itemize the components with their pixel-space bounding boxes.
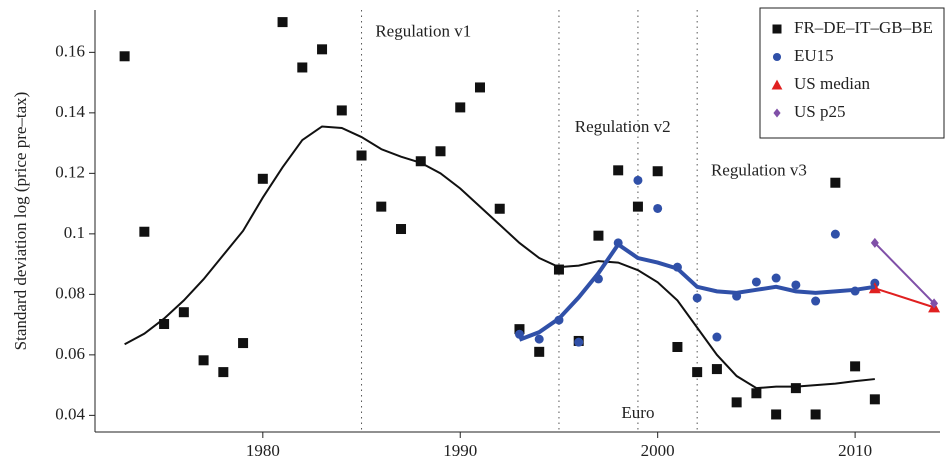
x-tick-label: 2010 <box>838 441 872 460</box>
point <box>790 383 801 394</box>
point <box>336 105 347 116</box>
point <box>574 337 584 347</box>
legend-label: EU15 <box>794 46 834 65</box>
annotation: Regulation v3 <box>711 161 807 180</box>
point <box>692 367 703 378</box>
x-tick-label: 1990 <box>443 441 477 460</box>
point <box>376 201 387 212</box>
point <box>238 338 249 349</box>
point <box>257 173 268 184</box>
point <box>198 355 209 366</box>
point <box>277 17 288 28</box>
line <box>124 125 875 390</box>
point <box>297 62 308 73</box>
point <box>830 177 841 188</box>
point <box>593 230 604 241</box>
point <box>494 203 505 214</box>
point <box>178 307 189 318</box>
point <box>514 329 524 339</box>
legend-label: US p25 <box>794 102 845 121</box>
point <box>711 364 722 375</box>
point <box>455 102 466 113</box>
y-tick-label: 0.04 <box>55 404 85 423</box>
point <box>317 44 328 55</box>
point <box>218 367 229 378</box>
annotation: Euro <box>621 403 654 422</box>
point <box>653 203 663 213</box>
point <box>514 324 525 335</box>
point <box>159 319 170 330</box>
point <box>534 334 544 344</box>
point <box>870 237 879 248</box>
point <box>930 298 939 309</box>
point <box>791 280 801 290</box>
line <box>518 241 876 342</box>
point <box>771 409 782 420</box>
point <box>811 296 821 306</box>
line <box>874 242 935 305</box>
point <box>830 229 840 239</box>
point <box>712 332 722 342</box>
point <box>731 397 742 408</box>
x-tick-label: 2000 <box>641 441 675 460</box>
legend-label: US median <box>794 74 871 93</box>
point <box>751 388 762 399</box>
legend-marker <box>772 52 782 62</box>
y-tick-label: 0.16 <box>55 41 85 60</box>
point <box>632 201 643 212</box>
y-tick-label: 0.08 <box>55 283 85 302</box>
point <box>435 146 446 157</box>
point <box>850 361 861 372</box>
y-tick-label: 0.06 <box>55 344 85 363</box>
point <box>415 156 426 167</box>
point <box>751 277 761 287</box>
legend-box <box>759 7 945 139</box>
x-tick-label: 1980 <box>246 441 280 460</box>
point <box>652 166 663 177</box>
annotation: Regulation v2 <box>575 117 671 136</box>
annotation: Regulation v1 <box>375 22 471 41</box>
point <box>553 264 564 275</box>
legend-marker <box>772 24 782 34</box>
point <box>119 51 130 62</box>
y-tick-label: 0.1 <box>64 223 85 242</box>
point <box>396 224 407 235</box>
point <box>474 82 485 93</box>
point <box>534 346 545 357</box>
y-axis-label: Standard deviation log (price pre–tax) <box>11 92 30 351</box>
point <box>771 273 781 283</box>
line <box>874 287 935 309</box>
legend-marker <box>771 79 783 90</box>
y-tick-label: 0.14 <box>55 102 85 121</box>
point <box>633 175 643 185</box>
point <box>672 341 683 352</box>
point <box>613 165 624 176</box>
point <box>692 293 702 303</box>
point <box>139 226 150 237</box>
point <box>810 409 821 420</box>
legend-marker <box>773 108 781 118</box>
legend-label: FR–DE–IT–GB–BE <box>794 18 933 37</box>
point <box>869 394 880 405</box>
point <box>356 150 367 161</box>
y-tick-label: 0.12 <box>55 162 85 181</box>
